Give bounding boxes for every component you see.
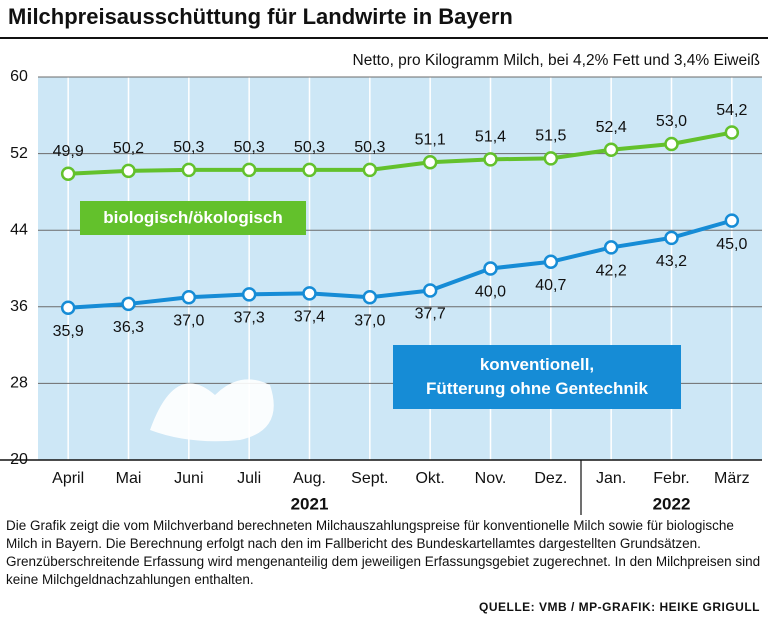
milk-splash (150, 379, 274, 442)
legend-label: biologisch/ökologisch (80, 201, 306, 235)
x-tick-label: Febr. (653, 470, 689, 487)
data-point (603, 142, 619, 158)
data-label: 54,2 (716, 102, 747, 119)
data-point (664, 230, 679, 246)
data-label: 50,3 (173, 139, 204, 156)
chart-subtitle: Netto, pro Kilogramm Milch, bei 4,2% Fet… (353, 52, 760, 69)
data-point (241, 287, 257, 302)
data-label: 50,2 (113, 140, 144, 157)
data-label: 43,2 (656, 253, 687, 270)
x-tick-label: Juni (174, 470, 203, 487)
chart-title: Milchpreisausschüttung für Landwirte in … (8, 4, 513, 29)
legend-label: konventionell, Fütterung ohne Gentechnik (393, 345, 681, 409)
x-tick-label: Dez. (534, 470, 567, 487)
data-point (724, 125, 740, 140)
data-point (422, 154, 438, 170)
data-point (664, 136, 679, 152)
footnote: Die Grafik zeigt die vom Milchverband be… (6, 518, 761, 587)
data-point (543, 151, 559, 166)
source: QUELLE: VMB / MP-GRAFIK: HEIKE GRIGULL (479, 600, 760, 614)
data-label: 49,9 (53, 143, 84, 160)
data-label: 51,4 (475, 129, 506, 146)
y-tick-label: 28 (10, 375, 28, 392)
data-label: 37,4 (294, 309, 325, 326)
year-label: 2022 (653, 494, 691, 513)
y-tick-label: 44 (10, 221, 28, 238)
data-point (362, 289, 378, 305)
x-tick-label: Aug. (293, 470, 326, 487)
x-tick-label: Sept. (351, 470, 388, 487)
data-point (483, 261, 498, 276)
series-line (68, 130, 733, 176)
data-label: 40,7 (535, 277, 566, 294)
y-tick-label: 60 (10, 68, 28, 85)
series-line (68, 218, 733, 310)
data-point (121, 163, 136, 179)
year-label: 2021 (291, 494, 329, 513)
x-tick-label: März (714, 470, 750, 487)
y-tick-label: 36 (10, 298, 28, 315)
data-label: 37,0 (354, 312, 385, 329)
data-point (181, 289, 197, 305)
x-tick-label: Juli (237, 470, 261, 487)
data-label: 45,0 (716, 236, 747, 253)
data-point (241, 162, 257, 178)
data-label: 37,0 (173, 312, 204, 329)
data-point (362, 162, 378, 178)
data-label: 50,3 (294, 139, 325, 156)
x-tick-label: April (52, 470, 84, 487)
data-label: 37,3 (234, 310, 265, 327)
data-label: 52,4 (596, 119, 627, 136)
y-tick-label: 52 (10, 145, 28, 162)
data-label: 35,9 (53, 323, 84, 340)
data-label: 40,0 (475, 284, 506, 301)
x-tick-label: Mai (116, 470, 142, 487)
data-label: 51,1 (415, 131, 446, 148)
data-point (181, 162, 197, 178)
data-label: 42,2 (596, 263, 627, 280)
data-label: 50,3 (354, 139, 385, 156)
x-tick-label: Nov. (475, 470, 507, 487)
data-point (483, 152, 498, 167)
data-point (302, 162, 317, 178)
data-point (603, 240, 619, 255)
data-point (543, 254, 559, 270)
data-label: 36,3 (113, 319, 144, 336)
data-point (121, 296, 136, 312)
x-tick-label: Jan. (596, 470, 626, 487)
data-point (60, 300, 76, 316)
data-point (302, 286, 317, 301)
data-label: 37,7 (415, 306, 446, 323)
data-point (724, 213, 740, 228)
data-point (422, 283, 438, 298)
data-label: 51,5 (535, 128, 566, 145)
data-label: 50,3 (234, 139, 265, 156)
x-tick-label: Okt. (415, 470, 444, 487)
data-label: 53,0 (656, 113, 687, 130)
data-point (60, 166, 76, 181)
